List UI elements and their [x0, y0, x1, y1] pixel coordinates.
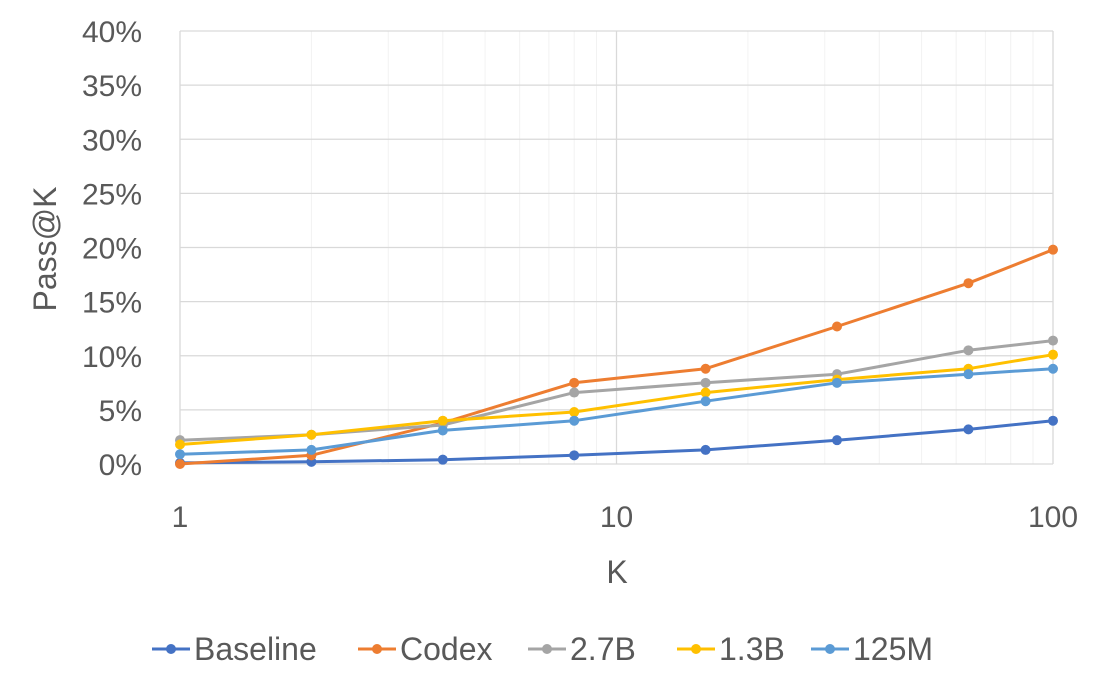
legend-marker [691, 644, 701, 654]
y-tick-label: 20% [82, 233, 142, 266]
series-line-1.3B [179, 353, 1054, 446]
y-tick-label: 35% [82, 70, 142, 103]
grid-major [179, 30, 1054, 465]
legend-label: Codex [400, 631, 493, 667]
point-Baseline [437, 454, 448, 465]
legend-marker [825, 644, 835, 654]
point-125M [437, 425, 448, 436]
series-line-125M [179, 367, 1054, 456]
point-125M [831, 377, 842, 388]
x-axis-title: K [606, 554, 627, 590]
y-tick-label: 5% [99, 395, 142, 428]
y-axis-title: Pass@K [27, 187, 63, 312]
y-axis-ticks: 0% 5% 10% 15% 20% 25% 30% 35% 40% [82, 16, 142, 482]
legend-label: 125M [853, 631, 933, 667]
point-Codex [963, 278, 974, 289]
point-125M [569, 415, 580, 426]
series-layer [175, 244, 1058, 469]
x-tick-label: 100 [1028, 501, 1078, 534]
point-Codex [1048, 244, 1058, 255]
series-line-Baseline [179, 419, 1054, 465]
point-Baseline [963, 424, 974, 435]
y-tick-label: 10% [82, 341, 142, 374]
point-125M [1048, 363, 1058, 374]
point-125M [700, 396, 711, 407]
y-tick-label: 0% [99, 449, 142, 482]
point-Codex [175, 459, 185, 469]
legend-label: Baseline [194, 631, 317, 667]
legend-marker [542, 644, 552, 654]
y-tick-label: 40% [82, 16, 142, 49]
legend-marker [166, 644, 176, 654]
point-2.7B [963, 345, 974, 356]
point-Codex [700, 363, 711, 374]
point-1.3B [437, 415, 448, 426]
point-2.7B [700, 377, 711, 388]
point-Codex [831, 321, 842, 332]
point-Codex [569, 377, 580, 388]
x-tick-label: 10 [600, 501, 633, 534]
series-line-Codex [179, 248, 1054, 466]
point-1.3B [175, 439, 185, 450]
legend-marker [372, 644, 382, 654]
point-Baseline [569, 450, 580, 461]
legend-label: 2.7B [570, 631, 636, 667]
legend: Baseline Codex 2.7B 1.3B 125M [152, 631, 933, 667]
point-1.3B [700, 387, 711, 398]
point-2.7B [569, 387, 580, 398]
point-125M [175, 449, 185, 460]
x-tick-label: 1 [172, 501, 189, 534]
y-tick-label: 30% [82, 124, 142, 157]
point-1.3B [1048, 349, 1058, 360]
y-tick-label: 25% [82, 178, 142, 211]
point-2.7B [1048, 335, 1058, 346]
legend-label: 1.3B [719, 631, 785, 667]
point-1.3B [569, 407, 580, 418]
point-Baseline [831, 435, 842, 446]
point-125M [306, 444, 317, 455]
point-Baseline [1048, 415, 1058, 426]
x-axis-ticks: 1 10 100 [172, 501, 1078, 534]
point-125M [963, 369, 974, 380]
point-1.3B [306, 429, 317, 440]
point-Baseline [700, 444, 711, 455]
y-tick-label: 15% [82, 287, 142, 320]
